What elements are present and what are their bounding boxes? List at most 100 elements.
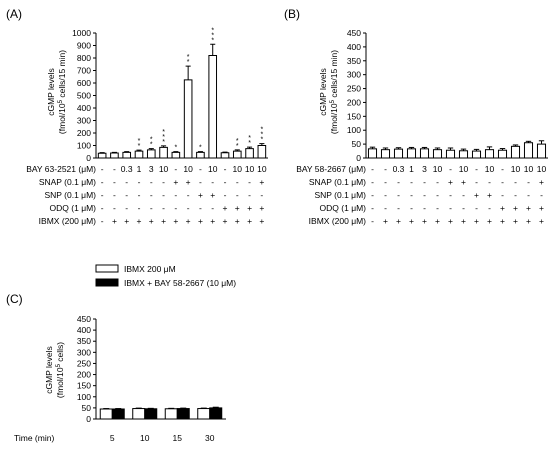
b-cell: - bbox=[371, 203, 374, 213]
a-bar bbox=[134, 150, 144, 159]
b-bar bbox=[484, 149, 495, 159]
a-cell: - bbox=[101, 177, 104, 187]
a-cell: - bbox=[187, 203, 190, 213]
panel-c-x-tick-labels: 5 10 15 30 bbox=[110, 433, 215, 443]
c-bar bbox=[144, 408, 158, 420]
c-legend-swatch bbox=[95, 264, 119, 273]
b-cell: - bbox=[397, 190, 400, 200]
b-row-label: ODQ (1 μM) bbox=[320, 203, 367, 213]
b-row-label: IBMX (200 μM) bbox=[309, 216, 366, 226]
panel-c-x-axis-label: Time (min) bbox=[14, 433, 54, 443]
b-cell: - bbox=[449, 203, 452, 213]
a-cell: 10 bbox=[208, 164, 218, 174]
b-cell: - bbox=[475, 203, 478, 213]
a-cell: - bbox=[187, 190, 190, 200]
a-y-tick-label: 800 bbox=[77, 53, 91, 63]
b-cell: - bbox=[475, 164, 478, 174]
c-y-tick-label: 50 bbox=[82, 403, 92, 413]
a-cell: - bbox=[174, 190, 177, 200]
b-cell: - bbox=[436, 203, 439, 213]
c-bar bbox=[176, 408, 190, 420]
a-cell: + bbox=[210, 190, 215, 200]
c-y-tick-label: 250 bbox=[77, 358, 91, 368]
panel-c-legend: IBMX 200 μM IBMX + BAY 58-2667 (10 μM) bbox=[95, 264, 236, 288]
b-bar bbox=[393, 148, 404, 159]
b-cell: - bbox=[488, 177, 491, 187]
a-cell: - bbox=[138, 203, 141, 213]
panel-c-label: (C) bbox=[6, 292, 23, 306]
b-cell: + bbox=[513, 203, 518, 213]
c-bar bbox=[164, 408, 178, 420]
a-row-label: SNAP (0.1 μM) bbox=[39, 177, 96, 187]
b-cell: - bbox=[384, 203, 387, 213]
c-y-tick-label: 350 bbox=[77, 336, 91, 346]
a-significance-star: * bbox=[138, 138, 141, 145]
a-bar bbox=[183, 79, 193, 159]
c-x-tick-label: 10 bbox=[140, 433, 150, 443]
a-y-tick-label: 200 bbox=[77, 128, 91, 138]
a-cell: - bbox=[224, 190, 227, 200]
b-y-tick-label: 0 bbox=[356, 153, 361, 163]
panel-b-y-axis-label: cGMP levels(fmol/105 cells/15 min) bbox=[318, 50, 339, 134]
a-y-tick-label: 1000 bbox=[72, 28, 91, 38]
a-cell: - bbox=[174, 164, 177, 174]
b-cell: - bbox=[449, 164, 452, 174]
a-cell: + bbox=[210, 216, 215, 226]
a-cell: 3 bbox=[149, 164, 154, 174]
b-cell: - bbox=[449, 190, 452, 200]
a-bar bbox=[257, 145, 267, 159]
c-legend-label: IBMX + BAY 58-2667 (10 μM) bbox=[124, 278, 236, 288]
c-x-tick-label: 30 bbox=[205, 433, 215, 443]
a-bar bbox=[220, 152, 230, 159]
b-cell: 1 bbox=[409, 164, 414, 174]
b-cell: - bbox=[397, 203, 400, 213]
b-bar bbox=[510, 145, 521, 159]
c-y-tick-label: 0 bbox=[86, 414, 91, 424]
a-cell: - bbox=[101, 164, 104, 174]
a-cell: 10 bbox=[183, 164, 193, 174]
b-cell: - bbox=[501, 177, 504, 187]
a-significance-star: * bbox=[174, 145, 177, 152]
c-bar bbox=[99, 408, 113, 420]
a-cell: - bbox=[162, 177, 165, 187]
a-y-tick-label: 0 bbox=[86, 153, 91, 163]
a-significance-star: * bbox=[236, 138, 239, 145]
b-cell: - bbox=[410, 177, 413, 187]
a-cell: - bbox=[211, 203, 214, 213]
b-y-tick-label: 400 bbox=[347, 42, 361, 52]
b-cell: + bbox=[422, 216, 427, 226]
b-cell: + bbox=[448, 177, 453, 187]
a-cell: 10 bbox=[233, 164, 243, 174]
b-cell: + bbox=[409, 216, 414, 226]
a-significance-star: * bbox=[187, 59, 190, 66]
b-cell: - bbox=[371, 190, 374, 200]
b-cell: - bbox=[514, 177, 517, 187]
b-bar bbox=[497, 149, 508, 159]
b-cell: + bbox=[539, 203, 544, 213]
a-y-tick-label: 100 bbox=[77, 141, 91, 151]
a-cell: + bbox=[235, 203, 240, 213]
a-cell: - bbox=[101, 216, 104, 226]
b-bar bbox=[458, 150, 469, 159]
a-bar bbox=[146, 149, 156, 159]
b-y-tick-label: 300 bbox=[347, 70, 361, 80]
a-bar bbox=[171, 151, 181, 159]
b-cell: + bbox=[539, 177, 544, 187]
a-significance-star: * bbox=[150, 142, 153, 149]
a-cell: + bbox=[173, 216, 178, 226]
a-cell: + bbox=[259, 216, 264, 226]
b-cell: + bbox=[474, 190, 479, 200]
a-cell: - bbox=[162, 203, 165, 213]
b-cell: + bbox=[526, 203, 531, 213]
c-legend-label: IBMX 200 μM bbox=[124, 264, 176, 274]
a-row-label: SNP (0.1 μM) bbox=[44, 190, 96, 200]
panel-b-bars bbox=[367, 140, 547, 159]
b-cell: + bbox=[461, 216, 466, 226]
b-cell: - bbox=[384, 164, 387, 174]
a-significance-star: * bbox=[248, 135, 251, 142]
a-bar bbox=[97, 152, 107, 159]
b-cell: + bbox=[500, 203, 505, 213]
a-cell: + bbox=[247, 216, 252, 226]
a-significance-star: * bbox=[162, 129, 165, 136]
